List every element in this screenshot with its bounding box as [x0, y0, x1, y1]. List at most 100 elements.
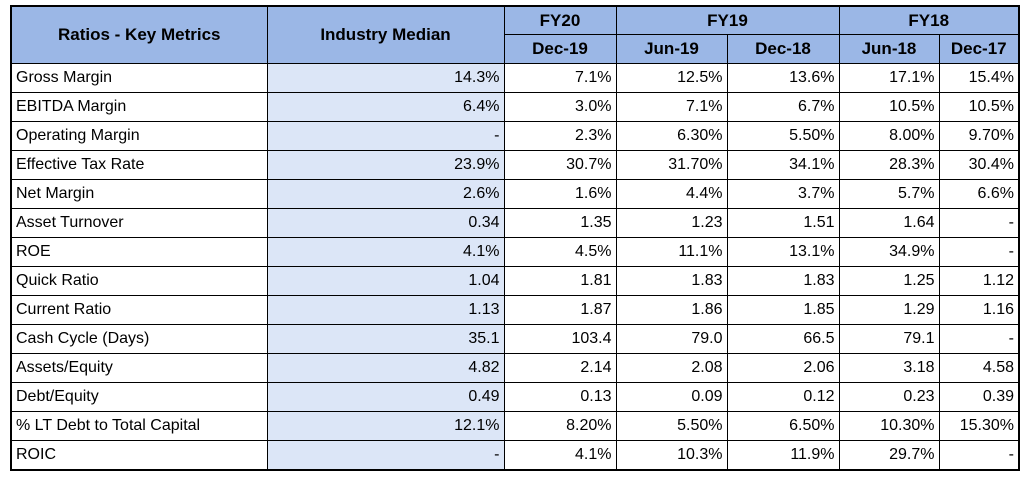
period-value-cell: 13.6% [726, 63, 840, 93]
period-value-cell: 1.51 [726, 208, 840, 238]
metric-name-cell: Net Margin [10, 179, 268, 209]
metric-column-header: Ratios - Key Metrics [10, 5, 268, 64]
table-body: Gross Margin 14.3% 7.1% 12.5% 13.6% 17.1% 15.4… [10, 63, 1020, 471]
metric-name-cell: EBITDA Margin [10, 92, 268, 122]
period-value-cell: 10.5% [938, 92, 1020, 122]
period-value-cell: 66.5 [726, 324, 840, 354]
table-row: Quick Ratio 1.04 1.81 1.83 1.83 1.25 1.12 [10, 266, 1020, 296]
period-value-cell: 11.1% [615, 237, 728, 267]
metric-name-cell: Effective Tax Rate [10, 150, 268, 180]
industry-median-column-header: Industry Median [266, 5, 505, 64]
table-row: Net Margin 2.6% 1.6% 4.4% 3.7% 5.7% 6.6% [10, 179, 1020, 209]
period-value-cell: 1.64 [838, 208, 940, 238]
period-value-cell: 9.70% [938, 121, 1020, 151]
period-value-cell: 0.23 [838, 382, 940, 412]
period-value-cell: 13.1% [726, 237, 840, 267]
period-value-cell: 4.1% [503, 440, 617, 471]
industry-median-cell: - [266, 121, 505, 151]
period-header: Jun-18 [838, 34, 940, 64]
period-value-cell: 3.7% [726, 179, 840, 209]
fiscal-year-header-fy20: FY20 [503, 5, 617, 35]
period-value-cell: 1.23 [615, 208, 728, 238]
industry-median-cell: 6.4% [266, 92, 505, 122]
period-value-cell: 8.20% [503, 411, 617, 441]
period-value-cell: 34.1% [726, 150, 840, 180]
fiscal-year-header-fy19: FY19 [615, 5, 840, 35]
period-header: Dec-17 [938, 34, 1020, 64]
metric-name-cell: Gross Margin [10, 63, 268, 93]
period-value-cell: 1.35 [503, 208, 617, 238]
period-value-cell: 15.4% [938, 63, 1020, 93]
period-value-cell: 7.1% [503, 63, 617, 93]
period-value-cell: 10.30% [838, 411, 940, 441]
metric-name-cell: Current Ratio [10, 295, 268, 325]
header-row-periods: Dec-19 Jun-19 Dec-18 Jun-18 Dec-17 [11, 34, 1020, 64]
period-value-cell: 1.6% [503, 179, 617, 209]
period-value-cell: 6.30% [615, 121, 728, 151]
industry-median-cell: 2.6% [266, 179, 505, 209]
period-value-cell: 12.5% [615, 63, 728, 93]
period-value-cell: 2.08 [615, 353, 728, 383]
table-row: Cash Cycle (Days) 35.1 103.4 79.0 66.5 79.1- [10, 324, 1020, 354]
period-value-cell: - [938, 237, 1020, 267]
metric-name-cell: Asset Turnover [10, 208, 268, 238]
table-row: ROE 4.1% 4.5% 11.1% 13.1% 34.9% - [10, 237, 1020, 267]
period-value-cell: 4.4% [615, 179, 728, 209]
metric-name-cell: Quick Ratio [10, 266, 268, 296]
table-row: % LT Debt to Total Capital 12.1% 8.20% 5.50… [10, 411, 1020, 441]
fiscal-year-header-fy18: FY18 [838, 5, 1020, 35]
period-value-cell: 0.39 [938, 382, 1020, 412]
metric-name-cell: ROIC [10, 440, 268, 471]
period-value-cell: 0.09 [615, 382, 728, 412]
period-value-cell: - [938, 440, 1020, 471]
period-value-cell: 6.6% [938, 179, 1020, 209]
period-header: Dec-19 [503, 34, 617, 64]
table-row: Assets/Equity 4.82 2.14 2.08 2.06 3.18 4.58 [10, 353, 1020, 383]
metric-name-cell: ROE [10, 237, 268, 267]
period-value-cell: 79.0 [615, 324, 728, 354]
period-value-cell: 1.85 [726, 295, 840, 325]
period-value-cell: 17.1% [838, 63, 940, 93]
period-value-cell: 8.00% [838, 121, 940, 151]
header-row-fiscal-years: Ratios - Key Metrics Industry Median FY2… [10, 5, 1020, 64]
period-value-cell: 7.1% [615, 92, 728, 122]
metric-name-cell: Assets/Equity [10, 353, 268, 383]
key-metrics-table: Ratios - Key Metrics Industry Median FY2… [10, 5, 1020, 471]
period-value-cell: 29.7% [838, 440, 940, 471]
industry-median-cell: 14.3% [266, 63, 505, 93]
period-value-cell: 15.30% [938, 411, 1020, 441]
table-row: Effective Tax Rate 23.9% 30.7% 31.70% 34.1% 2… [10, 150, 1020, 180]
industry-median-cell: 35.1 [266, 324, 505, 354]
industry-median-cell: 0.49 [266, 382, 505, 412]
period-value-cell: 79.1 [838, 324, 940, 354]
period-value-cell: 28.3% [838, 150, 940, 180]
period-value-cell: 1.86 [615, 295, 728, 325]
period-value-cell: 11.9% [726, 440, 840, 471]
period-value-cell: 31.70% [615, 150, 728, 180]
industry-median-cell: 1.04 [266, 266, 505, 296]
period-value-cell: 2.3% [503, 121, 617, 151]
industry-median-cell: 12.1% [266, 411, 505, 441]
period-value-cell: 1.81 [503, 266, 617, 296]
period-value-cell: 5.50% [726, 121, 840, 151]
period-value-cell: 10.3% [615, 440, 728, 471]
period-value-cell: 10.5% [838, 92, 940, 122]
period-value-cell: 1.83 [726, 266, 840, 296]
industry-median-cell: 4.1% [266, 237, 505, 267]
period-value-cell: 30.7% [503, 150, 617, 180]
industry-median-cell: - [266, 440, 505, 471]
period-value-cell: 2.14 [503, 353, 617, 383]
metric-name-cell: Cash Cycle (Days) [10, 324, 268, 354]
period-value-cell: 1.87 [503, 295, 617, 325]
metric-name-cell: Debt/Equity [10, 382, 268, 412]
period-value-cell: 4.58 [938, 353, 1020, 383]
period-value-cell: 2.06 [726, 353, 840, 383]
period-value-cell: 0.13 [503, 382, 617, 412]
period-value-cell: 5.7% [838, 179, 940, 209]
period-value-cell: 4.5% [503, 237, 617, 267]
period-value-cell: 5.50% [615, 411, 728, 441]
metric-name-cell: Operating Margin [10, 121, 268, 151]
industry-median-cell: 4.82 [266, 353, 505, 383]
period-value-cell: 6.7% [726, 92, 840, 122]
table-row: Operating Margin -2.3% 6.30% 5.50% 8.00% 9.70… [10, 121, 1020, 151]
